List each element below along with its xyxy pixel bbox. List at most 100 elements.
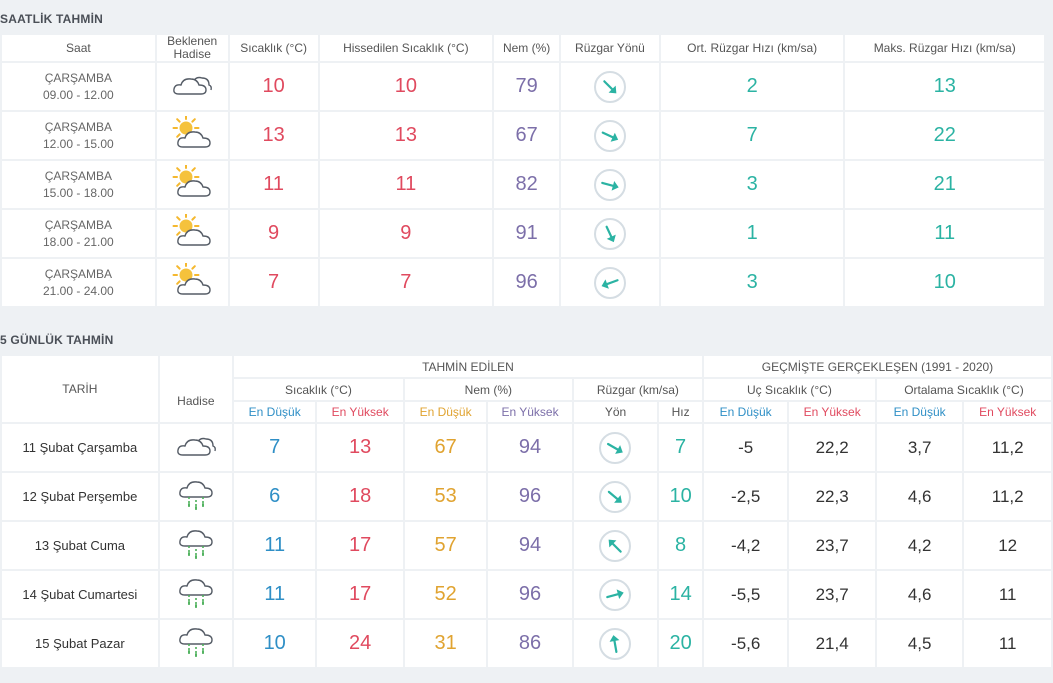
average-high-value: 11: [964, 620, 1051, 667]
temp-low-value: 11: [233, 571, 316, 618]
temp-high-value: 17: [317, 522, 403, 569]
time-range: 09.00 - 12.00: [43, 87, 114, 102]
average-low-value: 3,7: [876, 424, 963, 471]
extreme-high-header: En Yüksek: [789, 402, 875, 422]
temp-value: 13: [229, 112, 318, 159]
wind-direction-cell: [573, 522, 658, 569]
temp-low-value: 6: [233, 473, 316, 520]
col-date: TARİH: [2, 356, 158, 422]
past-group-header: GEÇMİŞTE GERÇEKLEŞEN (1991 - 2020): [703, 356, 1051, 377]
temp-low-header: En Düşük: [233, 402, 316, 422]
wind-speed-value: 20: [659, 620, 702, 667]
humidity-high-value: 86: [488, 620, 572, 667]
temp-value: 10: [229, 63, 318, 110]
temp-value: 11: [229, 161, 318, 208]
temp-low-value: 7: [233, 424, 316, 471]
weather-cell: [156, 112, 228, 159]
col-feels: Hissedilen Sıcaklık (°C): [319, 35, 493, 61]
hourly-row: ÇARŞAMBA 15.00 - 18.00 11 11 82 3 21: [2, 161, 1044, 208]
average-low-header: En Düşük: [876, 402, 963, 422]
avg-wind-value: 2: [660, 63, 844, 110]
col-wind-dir: Rüzgar Yönü: [561, 35, 659, 61]
avg-wind-value: 7: [660, 112, 844, 159]
wind-speed-value: 10: [659, 473, 702, 520]
temp-high-value: 13: [317, 424, 403, 471]
average-low-value: 4,2: [876, 522, 963, 569]
col-extreme-temp: Uç Sıcaklık (°C): [703, 379, 875, 400]
humidity-value: 67: [494, 112, 560, 159]
extreme-low-value: -5: [703, 424, 788, 471]
humidity-value: 82: [494, 161, 560, 208]
time-range: 15.00 - 18.00: [43, 185, 114, 200]
temp-high-value: 24: [317, 620, 403, 667]
time-cell: ÇARŞAMBA 21.00 - 24.00: [2, 259, 155, 306]
wind-direction-cell: [561, 259, 659, 306]
rain-icon: [177, 481, 215, 517]
daily-section-title: 5 GÜNLÜK TAHMİN: [0, 333, 114, 347]
max-wind-value: 22: [845, 112, 1044, 159]
col-event: Hadise: [159, 356, 232, 422]
hourly-section-title: SAATLİK TAHMİN: [0, 12, 104, 26]
average-high-value: 11: [964, 571, 1051, 618]
extreme-high-value: 23,7: [789, 522, 875, 569]
cloudy-icon: [171, 76, 213, 104]
time-cell: ÇARŞAMBA 12.00 - 15.00: [2, 112, 155, 159]
daily-row: 11 Şubat Çarşamba 7 13 67 94 7 -5 22,2 3,7 11,2: [2, 424, 1051, 471]
wind-arrow-icon: [599, 578, 632, 611]
temp-low-value: 11: [233, 522, 316, 569]
wind-direction-cell: [573, 620, 658, 667]
day-name: ÇARŞAMBA: [44, 217, 113, 232]
wind-direction-cell: [573, 571, 658, 618]
daily-row: 12 Şubat Perşembe 6 18 53 96 10 -2,5 22,3 4,6 11,…: [2, 473, 1051, 520]
hourly-forecast-table: Saat Beklenen Hadise Sıcaklık (°C) Hisse…: [0, 33, 1046, 308]
weather-cell: [159, 522, 232, 569]
humidity-low-value: 67: [404, 424, 487, 471]
weather-cell: [156, 210, 228, 257]
wind-dir-header: Yön: [573, 402, 658, 422]
humidity-high-header: En Yüksek: [488, 402, 572, 422]
weather-cell: [159, 473, 232, 520]
cloudy-icon: [175, 437, 217, 465]
date-cell: 12 Şubat Perşembe: [2, 473, 158, 520]
extreme-high-value: 22,3: [789, 473, 875, 520]
temp-high-header: En Yüksek: [317, 402, 403, 422]
temp-value: 9: [229, 210, 318, 257]
weather-cell: [159, 620, 232, 667]
col-event: Beklenen Hadise: [156, 35, 228, 61]
rain-icon: [177, 628, 215, 664]
max-wind-value: 21: [845, 161, 1044, 208]
humidity-value: 91: [494, 210, 560, 257]
avg-wind-value: 1: [660, 210, 844, 257]
humidity-high-value: 94: [488, 522, 572, 569]
time-range: 18.00 - 21.00: [43, 234, 114, 249]
wind-speed-header: Hız: [659, 402, 702, 422]
humidity-high-value: 96: [488, 571, 572, 618]
temp-value: 7: [229, 259, 318, 306]
col-humidity: Nem (%): [404, 379, 572, 400]
time-cell: ÇARŞAMBA 09.00 - 12.00: [2, 63, 155, 110]
wind-arrow-icon: [593, 70, 626, 103]
daily-row: 13 Şubat Cuma 11 17 57 94 8 -4,2 23,7 4,2 12: [2, 522, 1051, 569]
wind-arrow-icon: [599, 480, 632, 513]
wind-direction-cell: [561, 210, 659, 257]
col-temp: Sıcaklık (°C): [233, 379, 403, 400]
rain-icon: [177, 530, 215, 566]
humidity-low-value: 31: [404, 620, 487, 667]
col-max-wind: Maks. Rüzgar Hızı (km/sa): [845, 35, 1044, 61]
extreme-low-value: -4,2: [703, 522, 788, 569]
humidity-high-value: 94: [488, 424, 572, 471]
feels-like-value: 7: [319, 259, 493, 306]
date-cell: 13 Şubat Cuma: [2, 522, 158, 569]
feels-like-value: 13: [319, 112, 493, 159]
humidity-low-header: En Düşük: [404, 402, 487, 422]
partly-sunny-icon: [171, 163, 213, 203]
humidity-high-value: 96: [488, 473, 572, 520]
day-name: ÇARŞAMBA: [44, 70, 113, 85]
wind-direction-cell: [561, 112, 659, 159]
max-wind-value: 10: [845, 259, 1044, 306]
average-low-value: 4,6: [876, 571, 963, 618]
avg-wind-value: 3: [660, 161, 844, 208]
col-avg-wind: Ort. Rüzgar Hızı (km/sa): [660, 35, 844, 61]
humidity-value: 96: [494, 259, 560, 306]
col-wind: Rüzgar (km/sa): [573, 379, 702, 400]
